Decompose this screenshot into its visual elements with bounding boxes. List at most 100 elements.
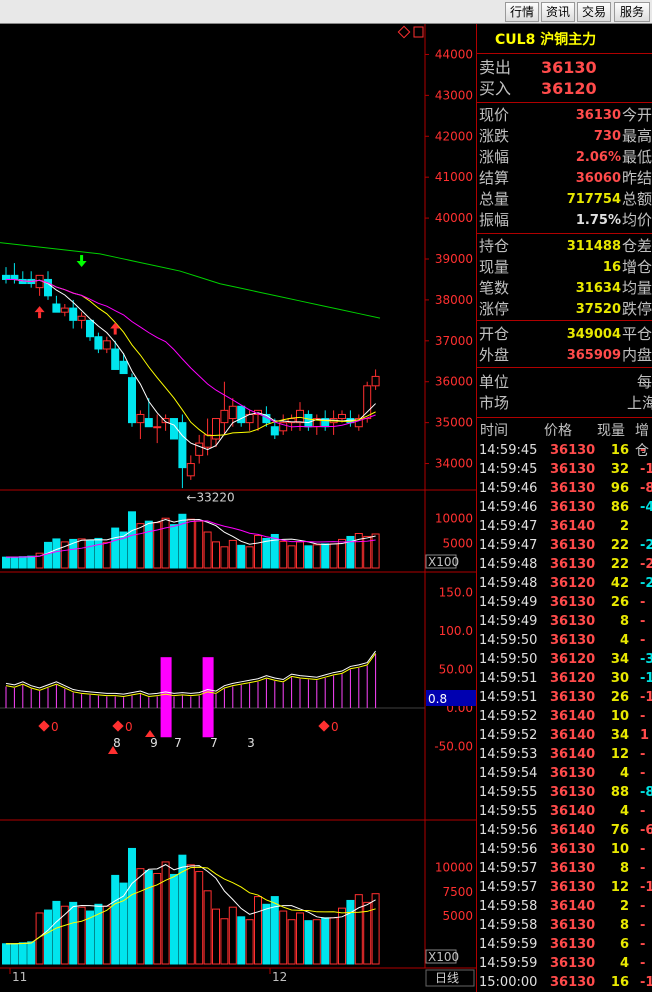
stat-label: 笔数 [479, 279, 510, 297]
oi-bar [363, 901, 372, 965]
period-label: 日线 [435, 971, 459, 985]
tick-row: 14:59:55 36140 4- [477, 802, 652, 821]
tick-chg: -2 [640, 538, 652, 553]
stat-value: 730 [593, 129, 621, 144]
tick-price: 36120 [550, 671, 596, 686]
trade-button[interactable]: 交易 [577, 2, 611, 22]
price-axis-label: 39000 [435, 252, 473, 266]
tick-chg: -8 [640, 785, 652, 800]
ma20-line [6, 278, 376, 428]
tick-time: 14:59:45 [479, 443, 538, 458]
volume-bar [170, 524, 178, 569]
tick-price: 36130 [550, 443, 596, 458]
stat-label: 总量 [479, 190, 510, 208]
market-button[interactable]: 行情 [505, 2, 539, 22]
stat-label: 最低 [622, 148, 652, 166]
tick-row: 14:59:54 36130 4- [477, 764, 652, 783]
tick-price: 36130 [550, 880, 596, 895]
contract-title: CUL8 沪铜主力 [495, 29, 596, 49]
tick-qty: 10 [610, 709, 629, 724]
oi-bar [178, 854, 187, 965]
stat-value: 36060 [575, 171, 621, 186]
tick-price: 36130 [550, 500, 596, 515]
tick-time: 14:59:51 [479, 690, 538, 705]
oi-bar [102, 905, 111, 965]
tick-qty: 2 [619, 519, 629, 534]
oi-axis-label: 10000 [435, 861, 473, 875]
tick-qty: 26 [610, 595, 629, 610]
tick-row: 14:59:47 36130 22 -2 [477, 536, 652, 555]
tick-price: 36140 [550, 747, 596, 762]
stat-label: 结算 [479, 169, 510, 187]
oi-bar [304, 920, 313, 965]
tick-chg: -8 [640, 481, 652, 496]
tick-time: 14:59:54 [479, 766, 538, 781]
candle-body [119, 360, 128, 375]
oi-bar [170, 873, 178, 965]
oi-bar [60, 905, 69, 965]
signal-label: 0 [51, 720, 59, 734]
oi-bar [237, 916, 246, 965]
stat-label: 增仓 [622, 258, 652, 276]
service-button[interactable]: 服务 [614, 2, 650, 22]
tick-qty: 12 [610, 747, 629, 762]
candle-body [69, 307, 78, 321]
oi-bar [270, 896, 279, 965]
volume-bar [312, 544, 321, 569]
tick-qty: 86 [610, 500, 629, 515]
x-axis-label: 11 [12, 970, 27, 984]
news-button[interactable]: 资讯 [541, 2, 575, 22]
stat-row: 现量 16 增仓 [477, 257, 652, 278]
price-axis-label: 36000 [435, 375, 473, 389]
price-axis-label: 42000 [435, 129, 473, 143]
candle-body [144, 418, 153, 428]
candle-body [52, 303, 61, 313]
tick-qty: 4 [619, 956, 629, 971]
macd-axis-label: 100.0 [439, 624, 473, 638]
tick-header-time: 时间 [480, 423, 508, 439]
candle-body [304, 413, 313, 428]
tick-row: 14:59:48 36130 22 -2 [477, 555, 652, 574]
oi-bar [119, 882, 128, 965]
period-button [425, 969, 475, 987]
oi-ma10-line [6, 866, 376, 945]
tick-header-price: 价格 [544, 423, 572, 439]
volume-bar [212, 541, 220, 569]
candle-body [220, 409, 229, 424]
stat-label: 现量 [479, 258, 510, 276]
oi-bar [69, 901, 78, 965]
tick-row: 14:59:52 36140 34 1 [477, 726, 652, 745]
tick-price: 36140 [550, 728, 596, 743]
volume-bar [237, 544, 246, 569]
tick-time: 14:59:58 [479, 918, 538, 933]
tick-qty: 42 [610, 576, 629, 591]
top-toolbar: 行情 资讯 交易 服务 [0, 0, 652, 24]
macd-dea-line [5, 653, 377, 697]
unit-label: 单位 [479, 373, 510, 391]
candle-body [296, 409, 304, 424]
stat-row: 振幅 1.75% 均价 [477, 210, 652, 231]
price-axis-label: 44000 [435, 47, 473, 61]
oi-bar [279, 910, 288, 965]
chart-area[interactable]: 34000 35000 36000 37000 38000 39000 40000 41000… [0, 24, 476, 992]
oi-bar [44, 909, 52, 965]
tick-time: 14:59:50 [479, 652, 538, 667]
tick-price: 36120 [550, 652, 596, 667]
tick-price: 36120 [550, 576, 596, 591]
tick-time: 14:59:46 [479, 500, 538, 515]
tick-qty: 4 [619, 633, 629, 648]
buy-signal-icon [34, 306, 45, 313]
tick-chg: -1 [640, 462, 652, 477]
tick-chg: - [640, 443, 646, 458]
volume-bar [338, 538, 346, 569]
market-value: 上海 [627, 394, 652, 412]
tick-chg: -4 [640, 500, 652, 515]
kline-chart[interactable]: 3400035000360003700038000390004000041000… [0, 24, 476, 992]
tick-qty: 8 [619, 861, 629, 876]
volume-bar [111, 527, 120, 569]
stat-row: 开仓 349004 平仓 [477, 324, 652, 345]
volume-bar [10, 556, 19, 569]
tick-price: 36130 [550, 842, 596, 857]
stat-value: 2.06% [575, 150, 621, 165]
volume-bar [296, 541, 304, 569]
